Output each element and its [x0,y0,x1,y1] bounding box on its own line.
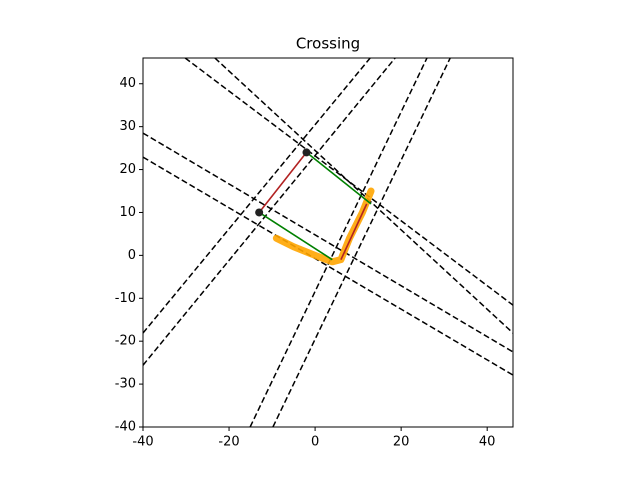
line [143,58,371,334]
plot-area [143,58,513,427]
point [302,148,311,157]
y-tick-label: 0 [128,248,136,263]
y-tick-label: 40 [119,76,136,91]
x-tick-label: -20 [218,435,239,450]
line [143,132,513,353]
line [305,151,372,205]
axes-frame [142,57,514,428]
line [214,58,513,334]
y-tick-label: -10 [115,291,136,306]
x-tick-label: 40 [479,435,496,450]
y-tick-label: 30 [119,119,136,134]
line [249,58,428,427]
x-tick-label: 20 [393,435,410,450]
point [255,208,264,217]
y-tick-label: -30 [115,377,136,392]
x-tick-label: 0 [311,435,319,450]
x-tick-label: -40 [132,435,153,450]
line [272,58,451,427]
y-tick-label: 20 [119,162,136,177]
line [258,211,333,261]
line [184,58,513,306]
chart-title: Crossing [296,35,360,53]
y-tick-label: -20 [115,334,136,349]
line [340,203,368,260]
line [258,151,308,213]
y-tick-label: 10 [119,205,136,220]
line [143,58,396,366]
y-tick-label: -40 [115,420,136,435]
